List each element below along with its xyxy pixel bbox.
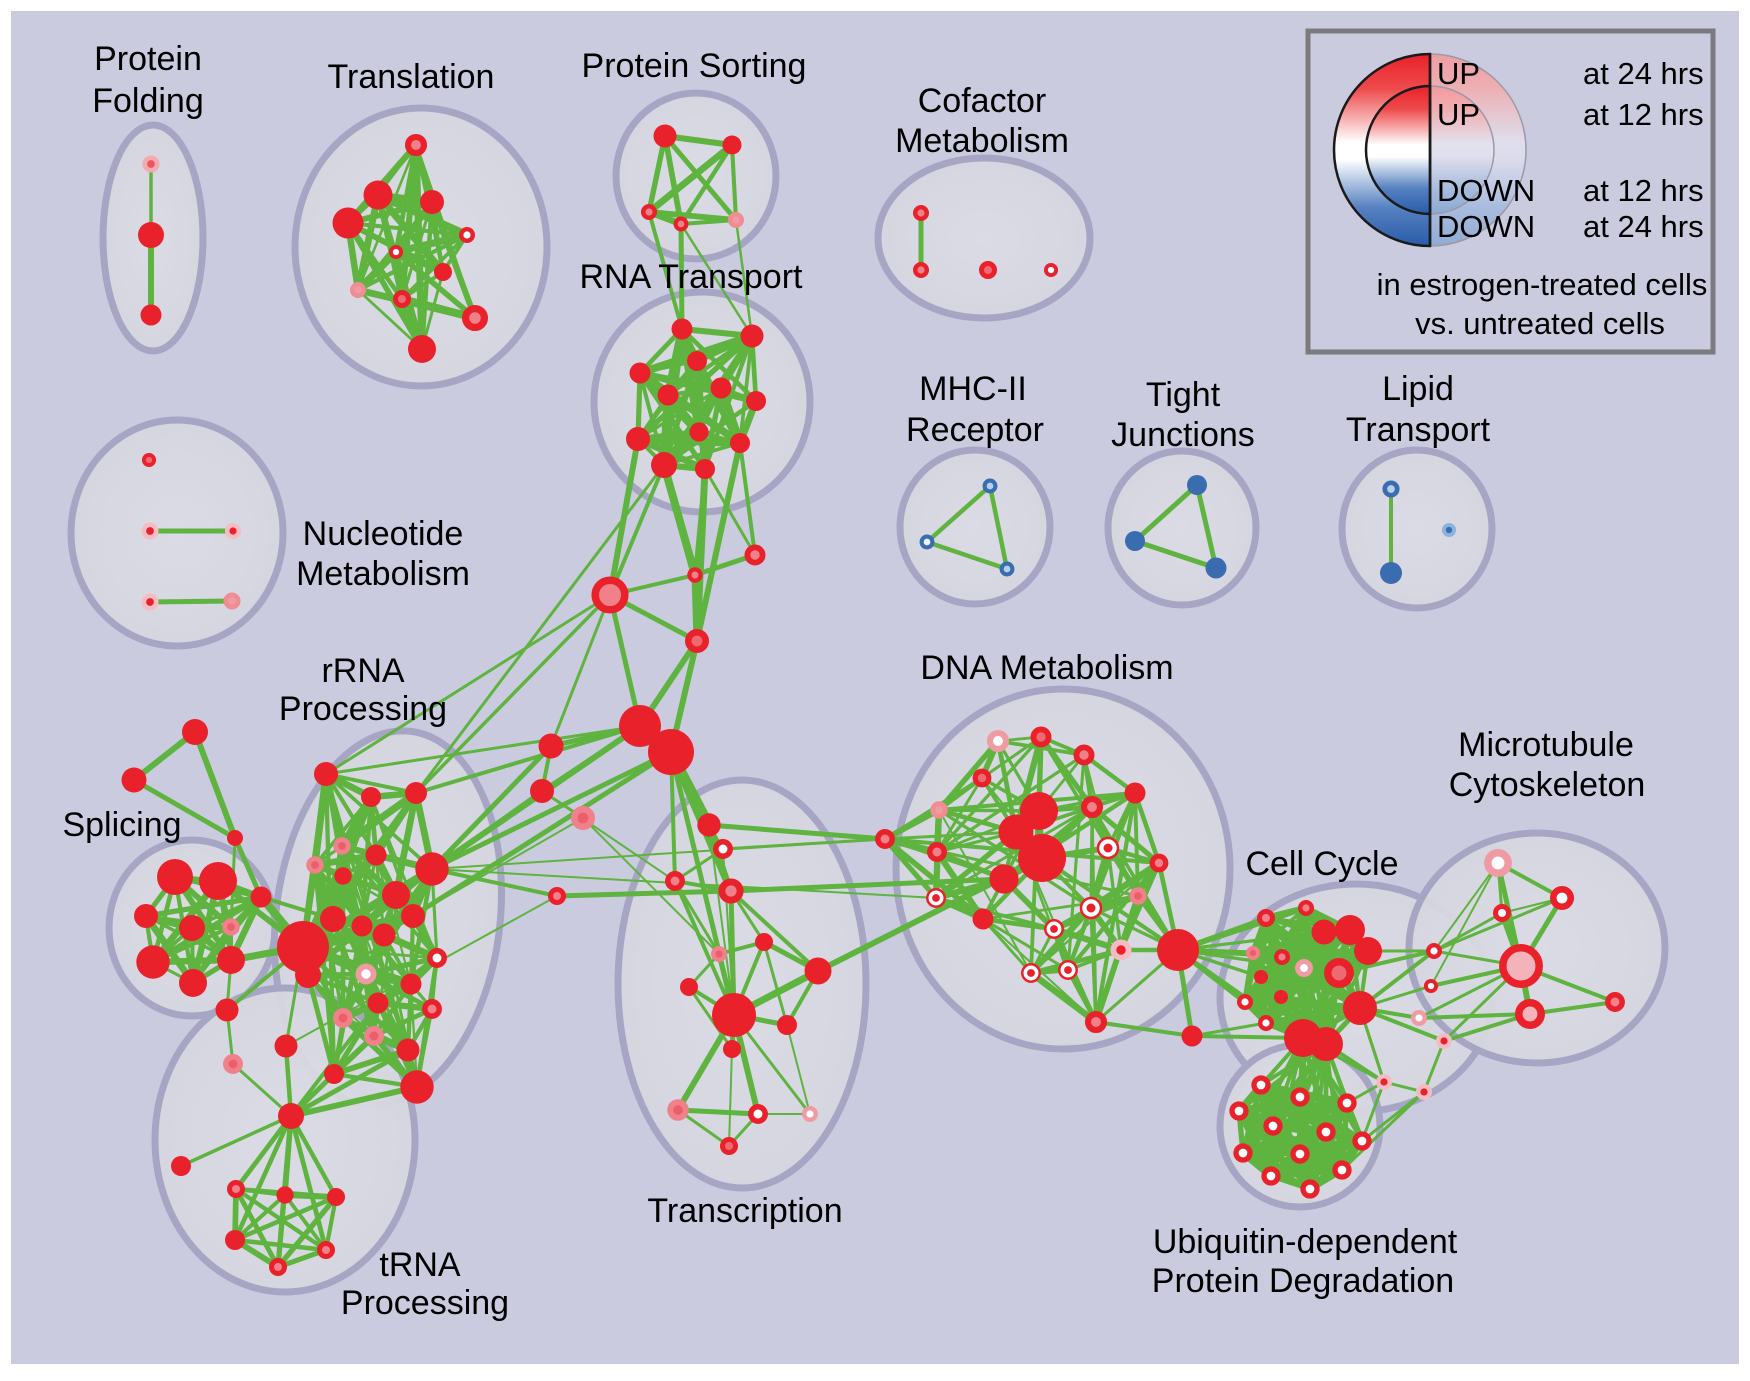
svg-text:Nucleotide: Nucleotide <box>303 515 464 553</box>
svg-text:in estrogen-treated cells: in estrogen-treated cells <box>1377 267 1708 302</box>
svg-text:Transcription: Transcription <box>647 1192 842 1230</box>
svg-text:Metabolism: Metabolism <box>296 555 470 593</box>
svg-text:rRNA: rRNA <box>321 652 404 690</box>
svg-text:Processing: Processing <box>279 690 447 728</box>
svg-text:tRNA: tRNA <box>379 1246 461 1284</box>
svg-text:Cofactor: Cofactor <box>918 82 1047 120</box>
svg-text:at 24 hrs: at 24 hrs <box>1583 56 1704 91</box>
svg-text:Splicing: Splicing <box>62 806 181 844</box>
svg-text:Processing: Processing <box>341 1284 509 1322</box>
svg-text:Lipid: Lipid <box>1382 370 1454 408</box>
svg-text:UP: UP <box>1437 56 1480 91</box>
svg-text:Metabolism: Metabolism <box>895 122 1069 160</box>
svg-text:DNA Metabolism: DNA Metabolism <box>920 649 1173 687</box>
svg-text:at 24 hrs: at 24 hrs <box>1583 209 1704 244</box>
svg-text:DOWN: DOWN <box>1437 209 1535 244</box>
svg-text:DOWN: DOWN <box>1437 173 1535 208</box>
svg-text:Cytoskeleton: Cytoskeleton <box>1449 766 1646 804</box>
svg-text:Tight: Tight <box>1146 376 1221 414</box>
svg-text:UP: UP <box>1437 97 1480 132</box>
svg-text:MHC-II: MHC-II <box>919 370 1027 408</box>
svg-text:Transport: Transport <box>1346 411 1491 449</box>
svg-text:Ubiquitin-dependent: Ubiquitin-dependent <box>1153 1223 1458 1261</box>
svg-text:Receptor: Receptor <box>906 411 1044 449</box>
svg-text:Junctions: Junctions <box>1111 416 1255 454</box>
svg-text:Protein Sorting: Protein Sorting <box>582 47 807 85</box>
svg-text:Protein Degradation: Protein Degradation <box>1152 1262 1454 1300</box>
svg-text:at 12 hrs: at 12 hrs <box>1583 97 1704 132</box>
svg-text:Microtubule: Microtubule <box>1458 726 1634 764</box>
svg-text:Cell Cycle: Cell Cycle <box>1245 845 1398 883</box>
svg-text:Protein: Protein <box>94 40 202 78</box>
svg-text:vs. untreated cells: vs. untreated cells <box>1415 306 1665 341</box>
svg-text:Folding: Folding <box>92 82 204 120</box>
svg-text:Translation: Translation <box>328 58 495 96</box>
svg-text:at 12 hrs: at 12 hrs <box>1583 173 1704 208</box>
svg-text:RNA Transport: RNA Transport <box>580 258 804 296</box>
